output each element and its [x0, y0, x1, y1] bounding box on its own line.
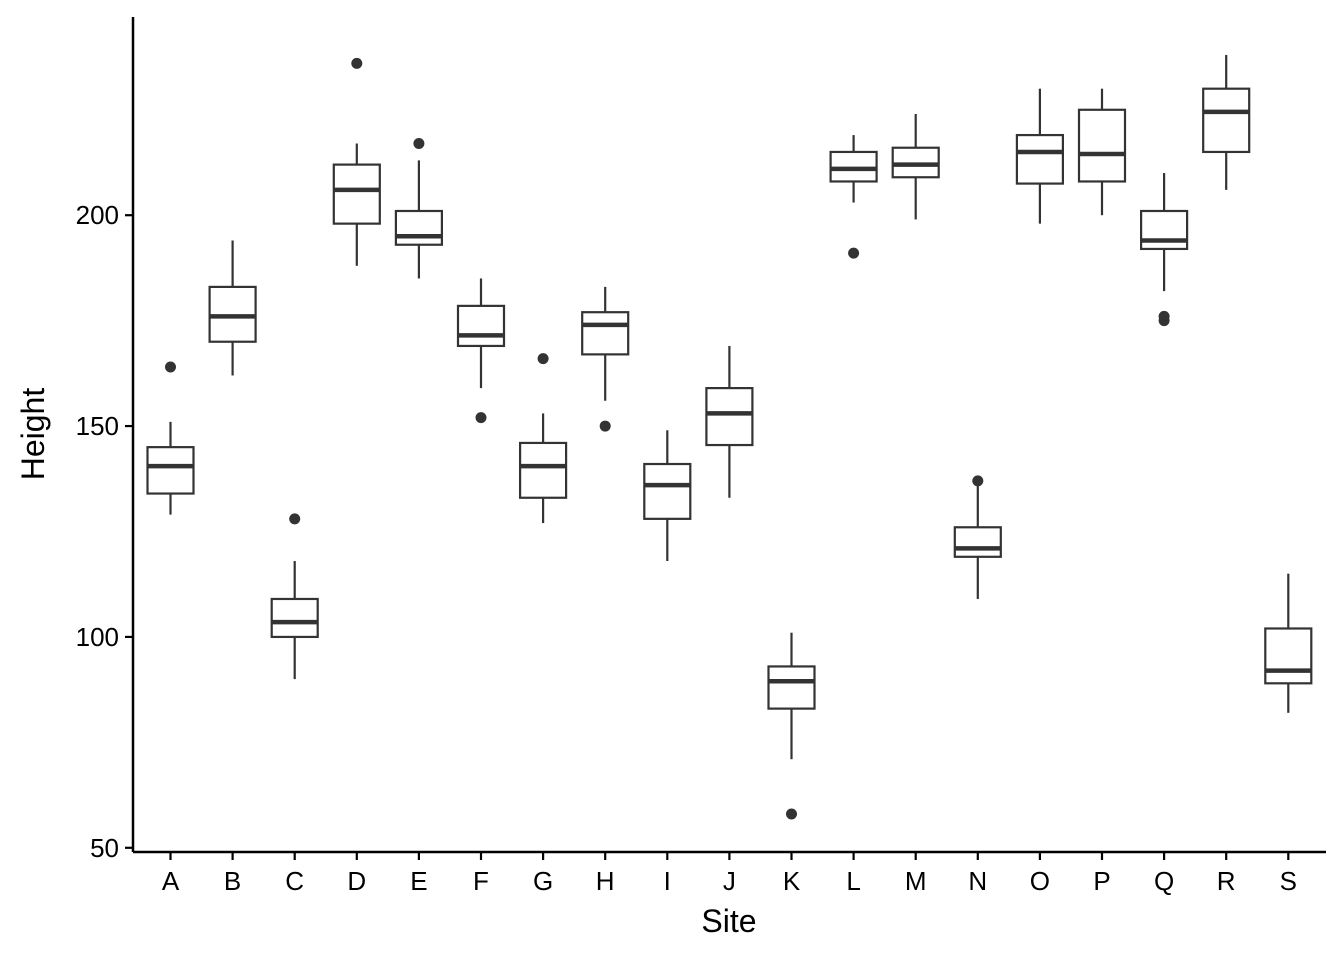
plot-area: [146, 54, 1313, 820]
box-J: [705, 345, 754, 498]
box-iqr: [518, 441, 568, 499]
x-tick-label: K: [783, 866, 801, 896]
x-tick-label: H: [596, 866, 615, 896]
box-iqr: [1202, 87, 1251, 154]
box-D: [332, 57, 381, 266]
x-tick-label: L: [846, 866, 860, 896]
box-E: [394, 138, 443, 279]
box-iqr: [1077, 108, 1127, 183]
box-iqr: [643, 462, 692, 520]
outlier-point: [351, 57, 363, 69]
x-tick-label: E: [410, 866, 427, 896]
x-tick-label: M: [905, 866, 927, 896]
x-tick-label: S: [1280, 866, 1297, 896]
box-R: [1202, 54, 1251, 190]
x-tick-label: N: [968, 866, 987, 896]
box-iqr: [705, 387, 754, 447]
x-tick-label: O: [1030, 866, 1050, 896]
x-tick-label: F: [473, 866, 489, 896]
x-tick-label: A: [162, 866, 180, 896]
box-iqr: [146, 446, 195, 495]
x-tick-label: J: [723, 866, 736, 896]
x-tick-label: P: [1093, 866, 1110, 896]
box-O: [1015, 88, 1065, 224]
box-G: [518, 353, 568, 524]
x-tick-label: G: [533, 866, 553, 896]
box-I: [643, 430, 692, 562]
x-tick-label: R: [1217, 866, 1236, 896]
outlier-point: [537, 353, 549, 365]
box-K: [767, 632, 816, 820]
box-iqr: [953, 526, 1002, 558]
box-N: [953, 475, 1002, 599]
box-H: [581, 286, 630, 432]
box-C: [270, 513, 319, 680]
box-F: [456, 278, 506, 424]
x-tick-label: C: [285, 866, 304, 896]
x-tick-label: I: [664, 866, 671, 896]
outlier-point: [599, 420, 611, 432]
x-axis-ticks: A B C D E F G H I J K L M N O P Q R S: [162, 852, 1297, 896]
x-tick-label: Q: [1154, 866, 1174, 896]
outlier-point: [289, 513, 301, 525]
y-axis-title: Height: [15, 388, 51, 481]
box-iqr: [394, 209, 443, 246]
box-P: [1077, 88, 1127, 216]
box-iqr: [1139, 209, 1189, 251]
x-tick-label: D: [347, 866, 366, 896]
x-axis-title: Site: [701, 903, 756, 939]
box-iqr: [332, 163, 381, 225]
box-iqr: [767, 665, 816, 710]
box-iqr: [1015, 133, 1065, 185]
box-Q: [1139, 173, 1189, 327]
box-B: [208, 240, 257, 376]
box-M: [891, 113, 940, 220]
y-tick-label: 50: [90, 833, 119, 863]
box-iqr: [581, 311, 630, 356]
y-tick-label: 200: [76, 200, 119, 230]
box-L: [829, 135, 878, 259]
outlier-point: [972, 475, 984, 487]
y-tick-label: 100: [76, 622, 119, 652]
box-S: [1264, 573, 1313, 713]
box-iqr: [1264, 627, 1313, 685]
y-axis-ticks: 50 100 150 200: [76, 200, 133, 863]
box-iqr: [270, 597, 319, 639]
outlier-point: [848, 247, 860, 259]
outlier-point: [1158, 310, 1170, 322]
y-tick-label: 150: [76, 411, 119, 441]
box-A: [146, 361, 195, 515]
outlier-point: [165, 361, 176, 373]
outlier-point: [475, 412, 487, 424]
x-tick-label: B: [224, 866, 241, 896]
box-iqr: [456, 304, 506, 348]
outlier-point: [786, 808, 797, 820]
outlier-point: [413, 138, 425, 150]
